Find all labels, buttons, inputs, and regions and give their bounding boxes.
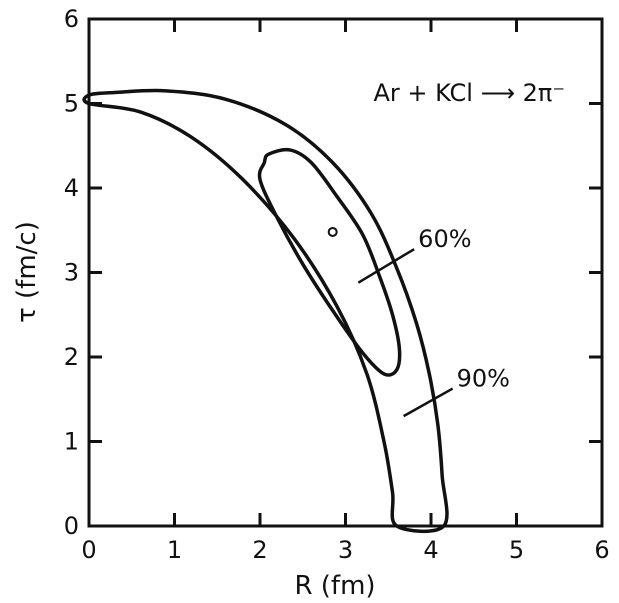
y-tick-label-4: 4 xyxy=(64,174,79,202)
best-fit-point xyxy=(327,226,338,237)
x-tick-label-2: 2 xyxy=(252,536,267,564)
y-tick-label-6: 6 xyxy=(64,5,79,33)
contour-60-percent xyxy=(257,147,402,377)
x-tick-label-1: 1 xyxy=(167,536,182,564)
reaction-label: Ar + KCl ⟶ 2π⁻ xyxy=(373,79,565,107)
annotation-pointer-1 xyxy=(403,387,454,418)
y-tick-label-3: 3 xyxy=(64,259,79,287)
x-tick-label-0: 0 xyxy=(81,536,96,564)
annotation-layer: 60% 90% xyxy=(357,225,510,418)
x-tick-label-5: 5 xyxy=(509,536,524,564)
contour-90-percent xyxy=(82,88,449,534)
annotation-label-0: 60% xyxy=(418,225,471,253)
y-tick-label-5: 5 xyxy=(64,90,79,118)
x-tick-label-3: 3 xyxy=(338,536,353,564)
ticks-layer: 0 1 2 3 4 5 6 0 1 2 3 4 5 6 xyxy=(64,5,610,564)
annotation-pointer-0 xyxy=(357,248,415,284)
y-axis-label: τ (fm/c) xyxy=(12,221,42,323)
annotation-label-1: 90% xyxy=(457,365,510,393)
y-tick-label-0: 0 xyxy=(64,512,79,540)
x-axis-label: R (fm) xyxy=(294,571,375,601)
series-layer xyxy=(82,88,449,534)
x-tick-label-4: 4 xyxy=(423,536,438,564)
y-tick-label-1: 1 xyxy=(64,428,79,456)
x-tick-label-6: 6 xyxy=(594,536,609,564)
y-tick-label-2: 2 xyxy=(64,343,79,371)
